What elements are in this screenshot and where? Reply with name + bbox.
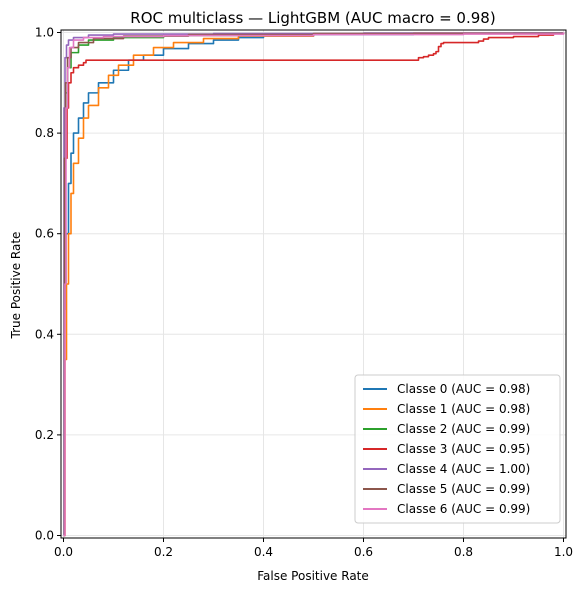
y-axis-label: True Positive Rate: [9, 232, 23, 340]
x-tick-label: 0.4: [254, 545, 273, 559]
legend-label: Classe 4 (AUC = 1.00): [397, 462, 530, 476]
legend-label: Classe 3 (AUC = 0.95): [397, 442, 530, 456]
y-axis: 0.0 0.2 0.4 0.6 0.8 1.0: [35, 26, 61, 542]
plot-frame: [60, 29, 567, 539]
y-tick-label: 0.4: [35, 327, 54, 341]
x-tick-label: 0.0: [54, 545, 73, 559]
legend-box: [354, 374, 561, 524]
x-tick-label: 0.6: [354, 545, 373, 559]
legend-label: Classe 0 (AUC = 0.98): [397, 382, 530, 396]
x-tick-label: 1.0: [554, 545, 573, 559]
y-tick-label: 0.2: [35, 428, 54, 442]
roc-curve-classe-1: [63, 32, 565, 537]
x-tick-label: 0.8: [454, 545, 473, 559]
legend-label: Classe 5 (AUC = 0.99): [397, 482, 530, 496]
x-tick-label: 0.2: [154, 545, 173, 559]
roc-curve-classe-6: [63, 32, 565, 537]
chart-title: ROC multiclass — LightGBM (AUC macro = 0…: [130, 9, 495, 27]
legend-label: Classe 2 (AUC = 0.99): [397, 422, 530, 436]
series-layer: [63, 32, 565, 537]
x-axis: 0.0 0.2 0.4 0.6 0.8 1.0: [54, 538, 573, 559]
y-tick-label: 0.0: [35, 528, 54, 542]
legend: Classe 0 (AUC = 0.98) Classe 1 (AUC = 0.9…: [354, 374, 561, 524]
y-tick-label: 1.0: [35, 26, 54, 40]
y-tick-label: 0.6: [35, 227, 54, 241]
legend-label: Classe 6 (AUC = 0.99): [397, 502, 530, 516]
roc-curve-classe-3: [63, 32, 565, 537]
x-axis-label: False Positive Rate: [257, 569, 369, 583]
y-tick-label: 0.8: [35, 126, 54, 140]
grid-lines: [61, 30, 566, 538]
legend-label: Classe 1 (AUC = 0.98): [397, 402, 530, 416]
